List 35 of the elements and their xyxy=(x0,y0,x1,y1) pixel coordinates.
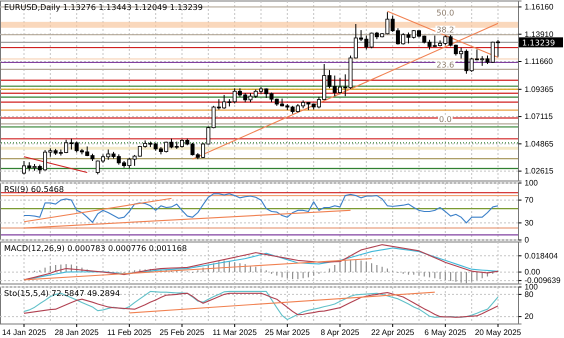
y-tick-label: 1.02615 xyxy=(524,166,554,176)
y-tick-label: 1.16160 xyxy=(524,2,554,12)
y-tick-label: 0.018404 xyxy=(524,251,558,260)
y-tick-label: 1.09365 xyxy=(524,84,554,94)
chart-title: Sto(15,5,4) 72.5847 49.2894 xyxy=(4,289,120,298)
y-tick-label: 80 xyxy=(524,290,534,299)
chart-title: RSI(9) 60.5468 xyxy=(4,185,64,194)
y-tick-label: 1.07115 xyxy=(524,112,554,122)
y-tick-label: 100 xyxy=(524,282,538,292)
y-tick-label: 0 xyxy=(524,236,530,245)
chart-title: MACD(12,26,9) 0.000783 0.000776 0.001168 xyxy=(4,244,187,253)
x-tick-label: 6 May 2025 xyxy=(424,328,467,337)
annotation: 38.2 xyxy=(436,26,454,35)
annotation: 23.6 xyxy=(436,60,454,70)
annotation: 0.0 xyxy=(438,114,452,124)
x-tick-label: 8 Apr 2025 xyxy=(320,328,360,337)
chart-title: EURUSD,Daily 1.13276 1.13443 1.12049 1.13239 xyxy=(4,3,203,12)
y-tick-label: 1.11660 xyxy=(524,57,554,66)
text: 1.13239 xyxy=(522,38,556,48)
x-tick-label: 14 Jan 2025 xyxy=(2,328,47,337)
y-tick-label: 30 xyxy=(524,218,534,228)
y-tick-label: 0.00 xyxy=(524,268,541,277)
x-tick-label: 20 May 2025 xyxy=(474,328,522,337)
y-tick-label: 70 xyxy=(524,196,534,205)
y-tick-label: 1.13910 xyxy=(524,30,554,39)
x-tick-label: 25 Mar 2025 xyxy=(264,328,310,337)
annotation: 50.0 xyxy=(436,8,454,18)
x-tick-label: 28 Jan 2025 xyxy=(54,328,100,337)
x-tick-label: 22 Apr 2025 xyxy=(371,328,415,337)
y-tick-label: 100 xyxy=(524,178,538,188)
x-tick-label: 11 Feb 2025 xyxy=(107,328,152,337)
x-tick-label: 11 Mar 2025 xyxy=(212,328,258,337)
y-tick-label: 20 xyxy=(524,312,534,322)
x-tick-label: 25 Feb 2025 xyxy=(160,328,206,337)
y-tick-label: 1.04865 xyxy=(524,139,554,148)
